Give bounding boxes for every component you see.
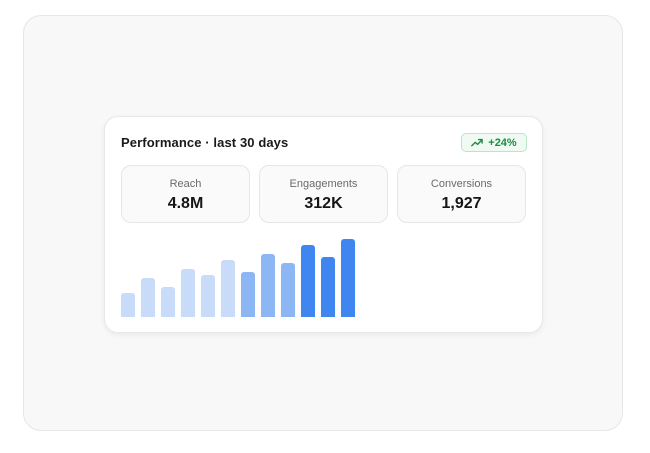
performance-bar-chart bbox=[121, 239, 355, 317]
growth-badge: +24% bbox=[461, 133, 527, 152]
card-title: Performance · last 30 days bbox=[121, 135, 289, 150]
stat-conversions: Conversions 1,927 bbox=[397, 165, 526, 223]
trending-up-icon bbox=[471, 138, 484, 147]
chart-bar-4 bbox=[181, 269, 195, 317]
stat-label: Engagements bbox=[289, 178, 358, 190]
chart-bar-12 bbox=[341, 239, 355, 317]
chart-bar-2 bbox=[141, 278, 155, 317]
stat-engagements: Engagements 312K bbox=[259, 165, 388, 223]
growth-badge-label: +24% bbox=[488, 136, 517, 149]
chart-bar-6 bbox=[221, 260, 235, 317]
chart-bar-11 bbox=[321, 257, 335, 317]
stat-value: 1,927 bbox=[441, 195, 482, 212]
stat-reach: Reach 4.8M bbox=[121, 165, 250, 223]
chart-bar-3 bbox=[161, 287, 175, 317]
chart-bar-9 bbox=[281, 263, 295, 317]
chart-bar-1 bbox=[121, 293, 135, 317]
chart-bar-7 bbox=[241, 272, 255, 317]
chart-bar-5 bbox=[201, 275, 215, 317]
chart-bar-8 bbox=[261, 254, 275, 317]
performance-card: Performance · last 30 days +24% Reach 4.… bbox=[104, 116, 543, 333]
stat-label: Conversions bbox=[430, 178, 493, 190]
stat-label: Reach bbox=[169, 178, 202, 190]
stat-value: 4.8M bbox=[167, 195, 204, 212]
stat-value: 312K bbox=[304, 195, 343, 212]
chart-bar-10 bbox=[301, 245, 315, 317]
